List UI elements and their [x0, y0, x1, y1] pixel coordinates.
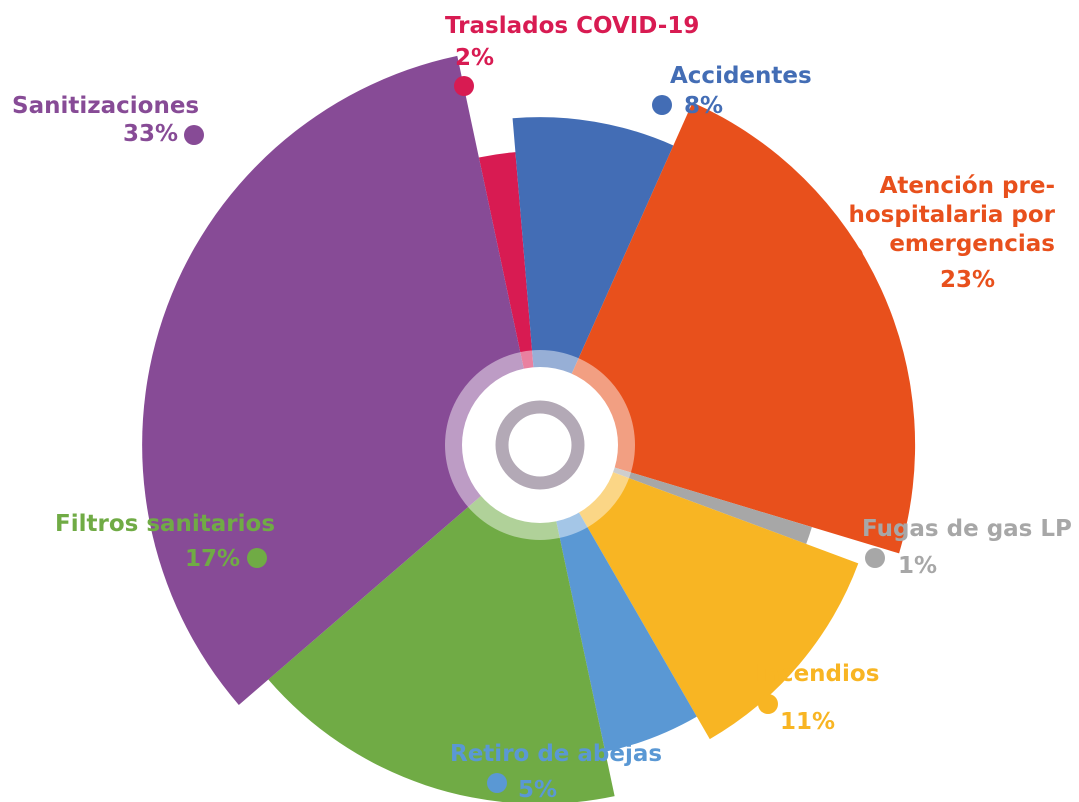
value-label: 8% — [684, 93, 724, 119]
value-label: 1% — [898, 553, 938, 579]
legend-dot — [487, 773, 507, 793]
center-ring — [495, 400, 585, 490]
category-label: Traslados COVID-19 — [445, 13, 700, 39]
slice — [540, 445, 859, 740]
legend-dot — [758, 694, 778, 714]
category-label: Retiro de abejas — [450, 741, 663, 767]
slice — [268, 445, 615, 802]
slice — [512, 117, 674, 446]
value-label: 11% — [780, 709, 836, 735]
slice — [540, 102, 916, 554]
legend-dot — [184, 125, 204, 145]
value-label: 33% — [122, 121, 178, 147]
legend-dot — [843, 246, 863, 266]
value-label: 5% — [518, 777, 558, 802]
category-label: Sanitizaciones — [12, 93, 200, 119]
center-disc — [462, 367, 618, 523]
value-label: 23% — [939, 267, 995, 293]
category-label: Filtros sanitarios — [55, 511, 276, 537]
legend-dot — [247, 548, 267, 568]
value-label: 17% — [184, 546, 240, 572]
value-label: 2% — [455, 45, 495, 71]
category-label: Incendios — [755, 661, 880, 687]
category-label: Accidentes — [670, 63, 812, 89]
legend-dot — [652, 95, 672, 115]
slice — [540, 445, 697, 752]
category-label: Atención pre-hospitalaria por emergencia… — [848, 173, 1056, 257]
legend-dot — [865, 548, 885, 568]
slice — [142, 55, 540, 705]
legend-dot — [454, 76, 474, 96]
category-label: Fugas de gas LP — [862, 516, 1072, 542]
